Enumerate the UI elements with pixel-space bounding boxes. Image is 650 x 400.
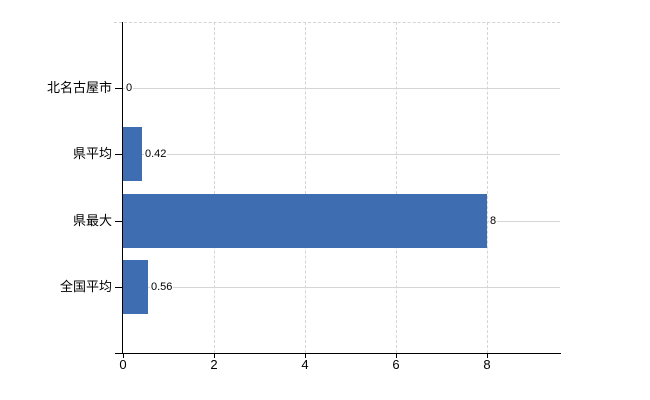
- x-tick-label: 2: [210, 357, 218, 372]
- x-tick-label: 6: [392, 357, 400, 372]
- bar-value-label: 0.56: [150, 280, 174, 294]
- bar-value-label: 0: [125, 81, 134, 95]
- x-tick-label: 8: [483, 357, 491, 372]
- x-tick-mark: [487, 354, 488, 358]
- plot-top-border: [114, 22, 560, 23]
- bar-value-label: 8: [489, 214, 498, 228]
- bar: [123, 127, 142, 181]
- y-tick-mark: [115, 88, 123, 89]
- x-tick-label: 0: [119, 357, 127, 372]
- x-axis-line: [115, 353, 561, 354]
- y-axis-line: [122, 22, 123, 354]
- y-tick-mark: [115, 287, 123, 288]
- y-tick-mark: [115, 154, 123, 155]
- x-tick-mark: [305, 354, 306, 358]
- x-tick-mark: [396, 354, 397, 358]
- x-tick-label: 4: [301, 357, 309, 372]
- category-label: 全国平均: [59, 279, 112, 294]
- bar: [123, 260, 148, 314]
- x-tick-mark: [123, 354, 124, 358]
- bar-value-label: 0.42: [144, 147, 168, 161]
- category-label: 県平均: [72, 146, 112, 161]
- x-tick-mark: [214, 354, 215, 358]
- vertical-gridline: [396, 22, 397, 353]
- y-tick-mark: [115, 221, 123, 222]
- vertical-gridline: [487, 22, 488, 353]
- category-gridline: [123, 88, 560, 89]
- category-gridline: [123, 154, 560, 155]
- plot-area: 0 0.42 8 0.56: [123, 22, 560, 353]
- vertical-gridline: [214, 22, 215, 353]
- category-label: 北名古屋市: [46, 80, 112, 95]
- category-label: 県最大: [72, 213, 112, 228]
- category-gridline: [123, 287, 560, 288]
- bar: [123, 194, 487, 248]
- vertical-gridline: [305, 22, 306, 353]
